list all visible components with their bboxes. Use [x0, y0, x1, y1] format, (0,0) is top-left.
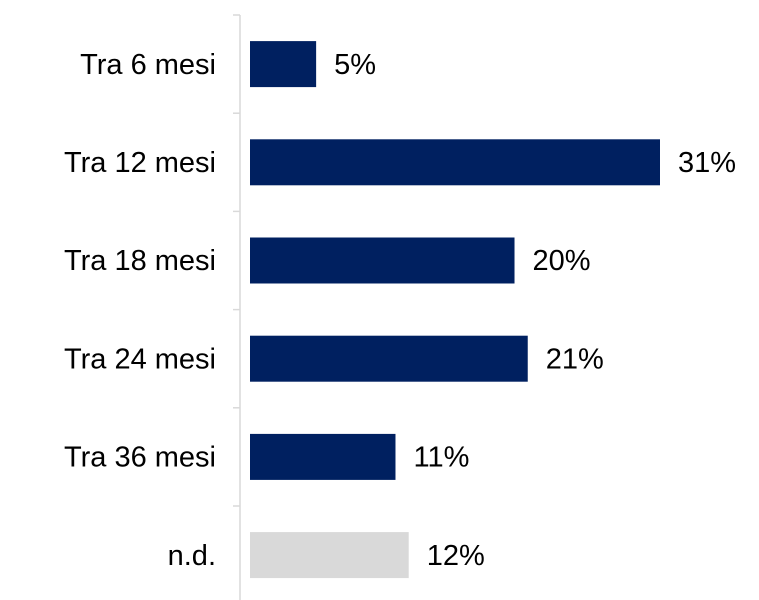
bar: [250, 41, 317, 88]
value-label: 31%: [678, 147, 736, 179]
bar: [250, 532, 409, 579]
category-label: Tra 18 mesi: [64, 245, 216, 277]
category-label: Tra 12 mesi: [64, 147, 216, 179]
value-label: 5%: [334, 49, 376, 81]
value-label: 11%: [413, 442, 469, 474]
bar: [250, 433, 396, 480]
value-label: 12%: [427, 540, 485, 572]
category-label: Tra 24 mesi: [64, 343, 216, 375]
category-label: n.d.: [168, 540, 216, 572]
bar: [250, 139, 660, 186]
bar: [250, 335, 528, 382]
category-label: Tra 6 mesi: [80, 49, 216, 81]
bar: [250, 237, 515, 284]
category-label: Tra 36 mesi: [64, 442, 216, 474]
value-label: 21%: [546, 343, 604, 375]
value-label: 20%: [533, 245, 591, 277]
